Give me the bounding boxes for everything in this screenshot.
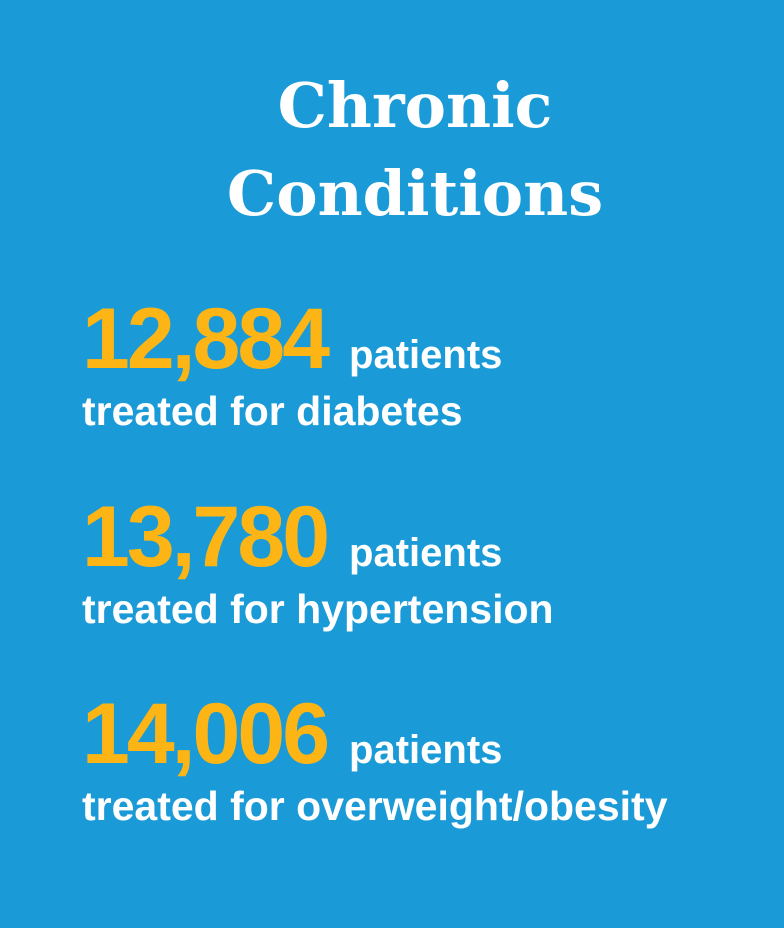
panel-title: Chronic Conditions xyxy=(0,62,784,238)
stat-hypertension: 13,780 patients treated for hypertension xyxy=(82,494,762,634)
stat-headline: 12,884 patients xyxy=(82,296,762,382)
stat-headline: 13,780 patients xyxy=(82,494,762,580)
stat-headline: 14,006 patients xyxy=(82,691,762,777)
stat-obesity: 14,006 patients treated for overweight/o… xyxy=(82,691,762,831)
stat-description: treated for diabetes xyxy=(82,388,463,434)
stat-description: treated for overweight/obesity xyxy=(82,783,668,829)
stat-number: 12,884 xyxy=(82,291,330,387)
stat-unit: patients xyxy=(349,333,503,377)
stat-number: 13,780 xyxy=(82,489,330,585)
stat-unit: patients xyxy=(349,531,503,575)
title-line-2: Conditions xyxy=(226,157,604,230)
stat-diabetes: 12,884 patients treated for diabetes xyxy=(82,296,762,436)
title-line-1: Chronic xyxy=(277,69,553,142)
stat-unit: patients xyxy=(349,728,503,772)
stat-number: 14,006 xyxy=(82,686,330,782)
stat-description: treated for hypertension xyxy=(82,586,554,632)
